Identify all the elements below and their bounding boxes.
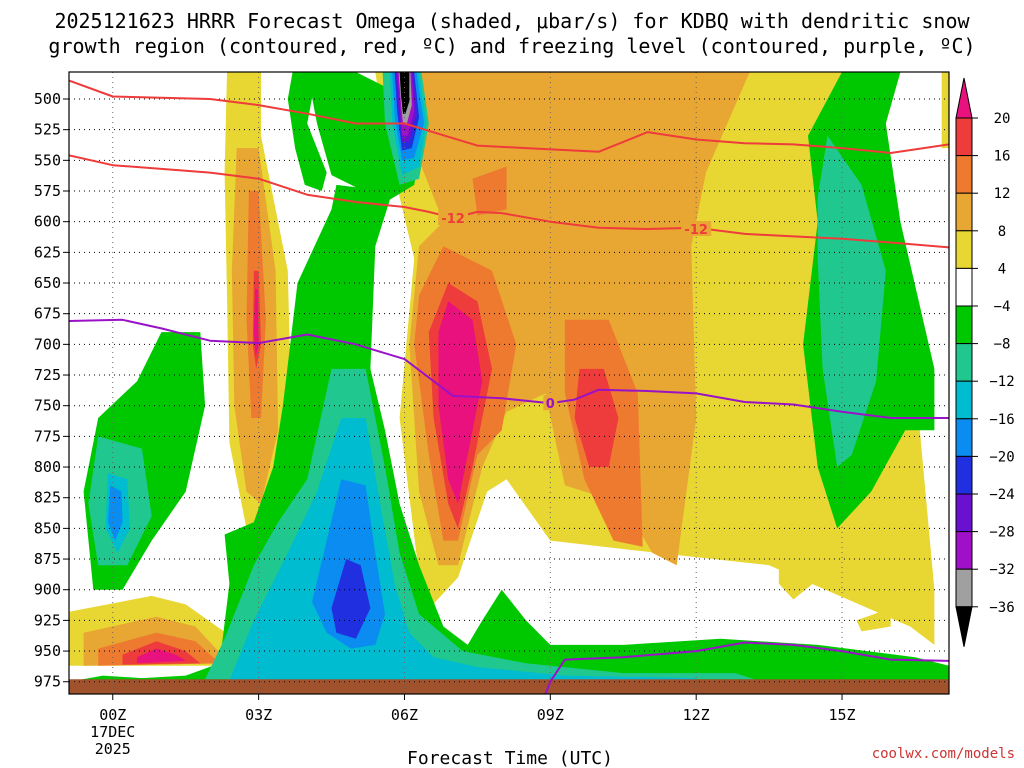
omega-pos-4-d [778,556,813,600]
colorbar-label-3: 8 [998,224,1006,240]
y-tick-label-12: 800 [34,458,61,476]
contour-label-bg-1 [681,221,712,237]
x-axis-title: Forecast Time (UTC) [407,748,613,768]
y-tick-label-1: 525 [34,121,61,139]
x-tick-sublabel-date-0: 17DEC [90,723,135,741]
colorbar-label-1: 16 [994,149,1011,165]
y-tick-label-9: 725 [34,366,61,384]
colorbar-label-5: −4 [994,299,1011,315]
y-tick-label-17: 925 [34,611,61,629]
colorbar-label-4: 4 [998,261,1006,277]
colorbar-swatch-8 [955,380,973,420]
contour-label-layer: -12 -12 0 [438,209,712,412]
freezing-level-lower-contour [544,641,949,694]
grid-layer [69,72,949,694]
colorbar-swatch-5 [955,267,973,307]
omega-neg-20-a [331,559,371,639]
colorbar-swatch-1 [955,117,973,157]
contour-label-bg-2 [543,395,558,411]
colorbar-swatch-2 [955,155,973,194]
y-tick-label-2: 550 [34,151,61,169]
x-tick-sublabel-year-0: 2025 [95,740,131,758]
y-tick-label-14: 850 [34,519,61,537]
colorbar-swatch-9 [955,418,973,457]
colorbar-swatch-7 [955,343,973,382]
x-tick-label-2: 06Z [391,706,418,724]
colorbar-label-12: −32 [989,562,1014,578]
x-tick-label-1: 03Z [245,706,272,724]
omega-pos-16-c [574,368,619,467]
omega-pos-20-b [438,301,483,504]
colorbar-label-8: −16 [989,412,1014,428]
x-tick-label-3: 09Z [537,706,564,724]
ground-strip [69,679,949,694]
omega-pos-4-f [941,72,949,149]
colorbar-label-11: −28 [989,525,1014,541]
contour-label-bg-0 [438,209,469,225]
credit-text: coolwx.com/models [872,746,1015,762]
omega-pos-20-a [253,289,259,357]
y-tick-label-7: 675 [34,305,61,323]
y-tick-label-16: 900 [34,581,61,599]
contour-label-2: 0 [546,397,555,412]
colorbar-label-9: −20 [989,449,1014,465]
x-tick-label-4: 12Z [683,706,710,724]
omega-pos-20-c [137,648,186,664]
omega-neg-4-d [287,72,327,191]
y-tick-label-19: 975 [34,673,61,691]
colorbar-label-2: 12 [994,186,1011,202]
dgz-upper-contour [69,79,949,154]
y-tick-label-4: 600 [34,213,61,231]
colorbar-swatch-3 [955,192,973,232]
y-tick-label-6: 650 [34,274,61,292]
y-tick-label-8: 700 [34,335,61,353]
colorbar-top-arrow [955,77,973,119]
colorbar-swatch-4 [955,230,973,269]
y-tick-label-13: 825 [34,489,61,507]
y-tick-label-5: 625 [34,243,61,261]
colorbar-swatch-13 [955,568,973,608]
contour-label-1: -12 [684,223,708,238]
ground-layer [69,679,949,694]
chart-title-line-1: 2025121623 HRRR Forecast Omega (shaded, … [54,9,970,33]
colorbar: 20 16 12 8 4 −4 −8 −12 −16 −20 −24 −28 −32 −36 [955,77,1015,647]
plot-frame [68,71,950,695]
colorbar-label-10: −24 [989,487,1014,503]
colorbar-swatch-11 [955,493,973,533]
x-tick-label-5: 15Z [828,706,855,724]
colorbar-swatch-6 [955,305,973,345]
omega-shading-layer [69,72,949,694]
contour-label-0: -12 [441,212,465,227]
dgz-lower-contour [69,154,949,249]
colorbar-label-13: −36 [989,600,1014,616]
colorbar-swatch-12 [955,531,973,570]
x-tick-label-0: 00Z [99,706,126,724]
y-tick-label-3: 575 [34,182,61,200]
chart-title-line-2: growth region (contoured, red, ºC) and f… [48,34,975,58]
y-tick-label-10: 750 [34,397,61,415]
colorbar-label-0: 20 [994,111,1011,127]
y-tick-label-11: 775 [34,427,61,445]
omega-neg-16-b [107,485,123,541]
colorbar-swatch-10 [955,455,973,495]
freezing-level-contour [69,318,949,419]
omega-pos-4-e [856,608,891,632]
y-tick-label-0: 500 [34,90,61,108]
colorbar-bottom-arrow [955,606,973,647]
omega-neg-8-a [817,135,886,468]
contour-layer [69,79,949,694]
y-axis: 500 525 550 575 600 625 650 675 700 725 750 775 800 8… [34,90,69,691]
y-tick-label-18: 950 [34,642,61,660]
colorbar-label-6: −8 [994,337,1011,353]
colorbar-label-7: −12 [989,374,1014,390]
y-tick-label-15: 875 [34,550,61,568]
